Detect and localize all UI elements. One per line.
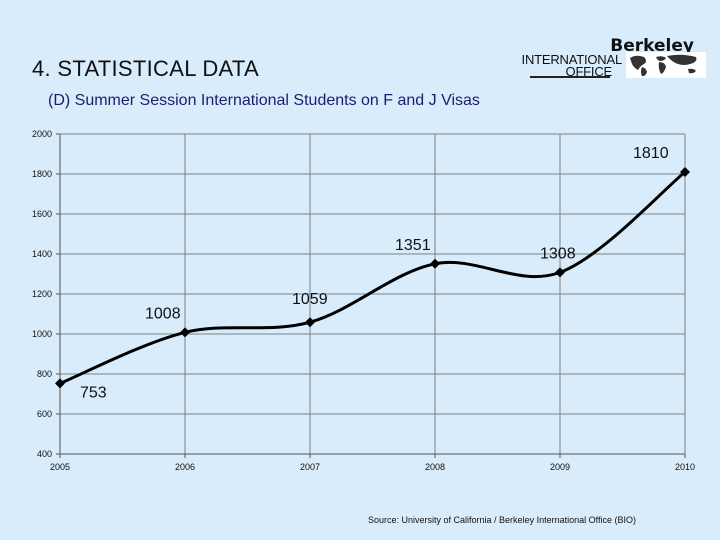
world-map-icon [626,52,706,78]
logo-office-text: OFFICE [565,64,613,79]
series-line [59,170,686,385]
data-label: 1810 [633,145,669,162]
y-tick-label: 1000 [32,329,52,339]
logo-international-text: INTERNATIONAL [521,52,623,67]
source-note: Source: University of California / Berke… [368,515,636,525]
x-tick-label: 2006 [175,462,195,472]
data-label: 1351 [395,237,431,254]
page-title: 4. STATISTICAL DATA [32,56,259,81]
chart-data-labels: 753 1008 1059 1351 1308 1810 [80,145,669,401]
y-tick-label: 600 [37,409,52,419]
chart-series [55,167,690,389]
data-label: 1059 [292,291,328,308]
chart-axes: 400 600 800 1000 1200 1400 1600 1800 2000 2005 200… [32,129,695,472]
y-tick-label: 2000 [32,129,52,139]
y-tick-label: 400 [37,449,52,459]
y-tick-label: 1400 [32,249,52,259]
data-point-marker [430,258,440,269]
y-tick-label: 1200 [32,289,52,299]
x-tick-label: 2009 [550,462,570,472]
x-tick-label: 2005 [50,462,70,472]
data-label: 753 [80,384,107,401]
data-point-marker [55,378,65,389]
x-tick-label: 2010 [675,462,695,472]
berkeley-international-office-logo: Berkeley INTERNATIONAL OFFICE [506,36,706,80]
data-label: 1008 [145,305,181,322]
logo-berkeley-text: Berkeley [610,36,694,56]
data-point-marker [305,317,315,328]
y-tick-label: 1600 [32,209,52,219]
chart-subtitle: (D) Summer Session International Student… [48,92,480,109]
x-tick-label: 2008 [425,462,445,472]
logo-rule [530,76,610,78]
x-tick-label: 2007 [300,462,320,472]
data-label: 1308 [540,245,576,262]
chart-grid [60,133,686,455]
y-tick-label: 800 [37,369,52,379]
y-tick-label: 1800 [32,169,52,179]
data-point-marker [180,327,190,338]
data-point-marker [555,267,565,278]
data-point-marker [680,167,690,177]
